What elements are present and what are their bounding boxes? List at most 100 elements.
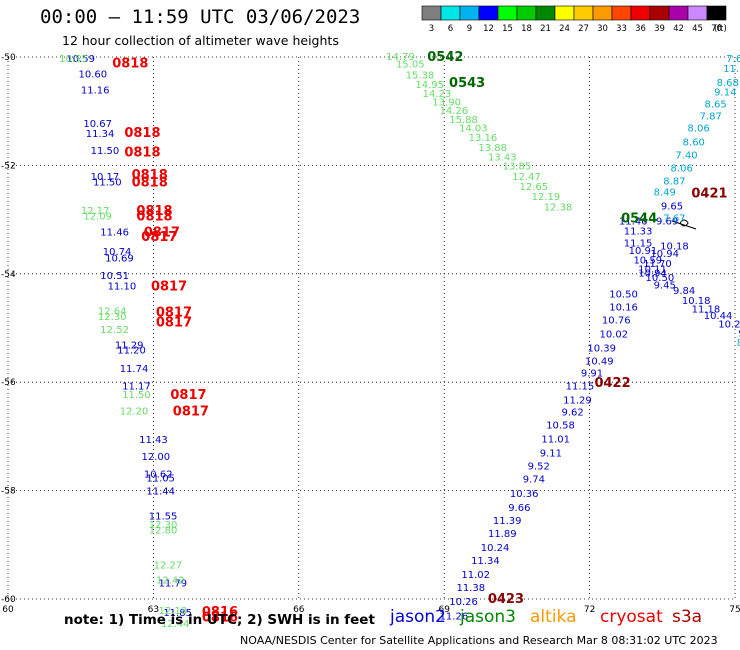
wave-height-label: 10.39 (587, 344, 616, 355)
wave-height-label: 9.62 (562, 407, 584, 418)
wave-height-label: 10.50 (609, 289, 638, 300)
wave-height-label: 8.06 (671, 164, 693, 175)
wave-height-label: 10.74 (103, 247, 132, 258)
storm-symbol-icon (671, 219, 697, 230)
wave-height-label: 11.43 (139, 435, 168, 446)
wave-height-label: 12.09 (83, 211, 112, 222)
legend-altika: altika (530, 607, 577, 627)
legend-jason3: jason3 (460, 607, 516, 627)
wave-height-label: 14.03 (459, 123, 488, 134)
wave-height-label: 7.60 (726, 54, 740, 65)
wave-height-label: 14.26 (440, 106, 469, 117)
wave-height-label: 12.27 (154, 560, 183, 571)
wave-height-label: 10.50 (646, 273, 675, 284)
wave-height-label: 10.69 (105, 254, 134, 265)
colorbar-tick-label: 42 (673, 24, 684, 34)
wave-height-label: 11.46 (100, 228, 129, 239)
wave-height-label: 10.44 (704, 311, 733, 322)
wave-height-label: 10.36 (510, 489, 539, 500)
wave-height-label: 11.44 (146, 487, 175, 498)
wave-height-label: 8.60 (683, 138, 705, 149)
lon-tick-label: 69 (438, 605, 450, 615)
wave-height-label: 9.84 (673, 286, 695, 297)
wave-height-label: 9.45 (654, 281, 676, 292)
wave-height-label: 14.95 (415, 80, 444, 91)
wave-height-label: 12.30 (149, 520, 178, 531)
wave-height-label: 11.39 (493, 516, 522, 527)
credit-line: NOAA/NESDIS Center for Satellite Applica… (240, 634, 718, 647)
pass-time-label: 0818 (132, 176, 168, 191)
wave-height-label: 12.00 (142, 452, 171, 463)
value-labels: 10.5910.6011.1610.6711.3411.5010.1711.50… (59, 52, 740, 630)
pass-time-label: 0817 (156, 315, 192, 330)
wave-height-label: 10.18 (660, 242, 689, 253)
colorbar-tick-label: 36 (635, 24, 646, 34)
wave-height-label: 10.18 (682, 296, 711, 307)
wave-height-label: 12.19 (532, 192, 561, 203)
wave-height-label: 10.51 (100, 271, 129, 282)
colorbar-tick-label: 3 (429, 24, 434, 34)
pass-time-label: 0817 (151, 280, 187, 295)
wave-height-label: 11.79 (158, 579, 187, 590)
lon-tick-label: 60 (2, 605, 14, 615)
wave-height-label: 10.26 (449, 597, 478, 608)
wave-height-label: 9.52 (528, 462, 550, 473)
wave-height-label: 10.55 (59, 54, 88, 65)
wave-height-label: 11.38 (457, 583, 486, 594)
wave-height-label: 12.38 (544, 203, 573, 214)
wave-height-label: 10.24 (481, 543, 510, 554)
wave-height-label: 10.91 (629, 246, 658, 257)
pass-time-label: 0422 (594, 376, 630, 391)
wave-height-label: 8.6 (737, 338, 740, 349)
lat-tick-label: -56 (1, 378, 16, 388)
wave-height-label: 12.64 (98, 307, 127, 318)
wave-height-label: 15.05 (396, 60, 425, 71)
wave-height-label: 12.17 (81, 206, 110, 217)
wave-height-label: 11.15 (566, 381, 595, 392)
pass-time-label: 0818 (136, 204, 172, 219)
lon-tick-label: 63 (148, 605, 159, 615)
wave-height-label: 10.59 (633, 256, 662, 267)
page-title: 00:00 – 11:59 UTC 03/06/2023 (40, 6, 361, 28)
colorbar-tick-label: 21 (540, 24, 551, 34)
colorbar-tick-label: 30 (597, 24, 608, 34)
pass-time-label: 0421 (691, 187, 727, 202)
colorbar-tick-label: 24 (559, 24, 570, 34)
lat-tick-label: -60 (1, 595, 16, 605)
wave-height-label: 13.85 (503, 161, 532, 172)
wave-height-label: 11.46 (619, 217, 648, 228)
wave-height-label: 12.20 (120, 406, 149, 417)
wave-height-label: 11.01 (541, 435, 570, 446)
wave-height-label: 8.49 (654, 187, 676, 198)
pass-time-label: 0818 (124, 145, 160, 160)
lat-tick-label: -52 (1, 161, 16, 171)
lon-tick-label: 75 (729, 605, 740, 615)
wave-height-label: 11.10 (108, 282, 137, 293)
pass-time-label: 0817 (170, 388, 206, 403)
lat-tick-label: -50 (1, 53, 16, 63)
wave-height-label: 9.66 (508, 503, 530, 514)
pass-time-label: 0544 (621, 211, 657, 226)
wave-height-label: 9.91 (581, 368, 603, 379)
lon-tick-label: 66 (293, 605, 305, 615)
wave-height-label: 10.60 (78, 69, 107, 80)
wave-height-label: 8.06 (688, 123, 710, 134)
wave-height-label: 11.32 (723, 64, 740, 75)
wave-height-label: 11.50 (93, 178, 122, 189)
colorbar-swatch (706, 5, 727, 21)
colorbar-tick-label: 70 (711, 24, 722, 34)
pass-time-label: 0818 (112, 56, 148, 71)
wave-height-label: 10.94 (638, 269, 667, 280)
wave-height-label: 12.47 (512, 172, 541, 183)
footnote: note: 1) Time is in UTC; 2) SWH is in fe… (64, 612, 375, 628)
colorbar: 3 6 9 12 15 18 21 24 27 30 33 36 39 42 45 70(ft) (421, 5, 727, 34)
wave-height-label: 10.25 (718, 320, 740, 331)
pass-time-label: 0816 (202, 605, 238, 620)
wave-height-label: 12.42 (156, 575, 185, 586)
wave-height-label: 14.79 (386, 52, 415, 63)
pass-time-label: 0818 (124, 126, 160, 141)
page-subtitle: 12 hour collection of altimeter wave hei… (62, 33, 339, 48)
wave-height-label: 11.85 (163, 608, 192, 619)
wave-height-label: 10.58 (546, 420, 575, 431)
wave-height-label: 10.11 (638, 264, 667, 275)
